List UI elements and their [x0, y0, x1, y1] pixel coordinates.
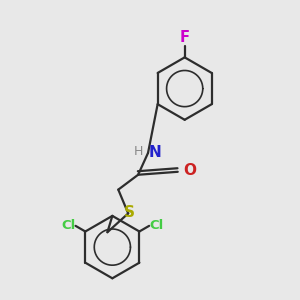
Text: N: N — [148, 145, 161, 160]
Text: S: S — [124, 205, 135, 220]
Text: Cl: Cl — [149, 219, 164, 232]
Text: O: O — [183, 164, 196, 178]
Text: H: H — [134, 145, 143, 158]
Text: Cl: Cl — [61, 219, 76, 232]
Text: F: F — [180, 30, 190, 45]
